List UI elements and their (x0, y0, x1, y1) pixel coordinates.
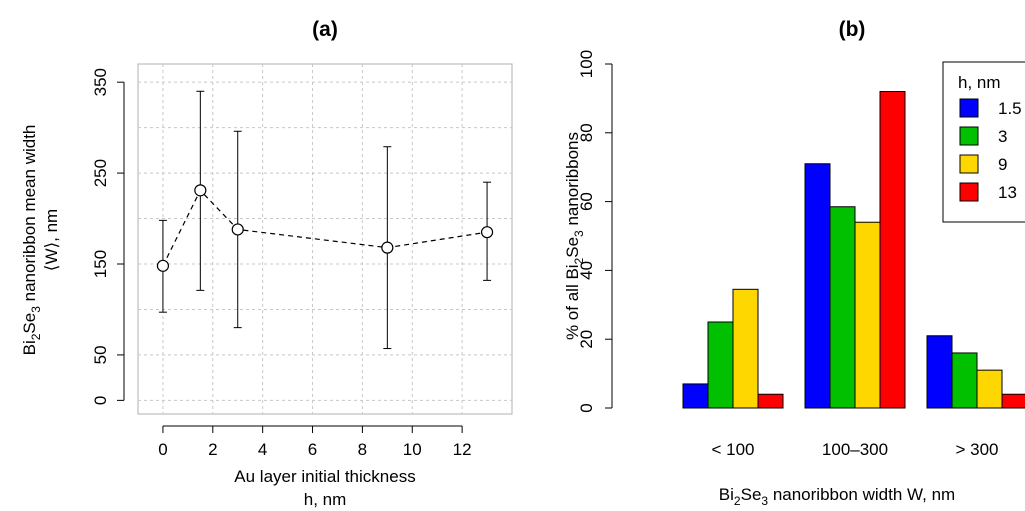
legend-entry: 9 (998, 155, 1007, 174)
bar (1001, 393, 1025, 409)
x-tick-label: 0 (158, 440, 167, 459)
panel-a-y-ticks: 0 50 150 250 350 (91, 68, 124, 405)
category-label: 100–300 (822, 440, 888, 459)
panel-b-y-label-sub2: 3 (572, 230, 586, 237)
x-tick-label: 2 (208, 440, 217, 459)
panel-a-y-label-sub2: 3 (29, 306, 43, 313)
y-tick-label: 60 (577, 192, 596, 211)
panel-b-x-label-mid: Se (741, 485, 762, 504)
panel-a-x-ticks: 0 2 4 6 8 10 12 (158, 426, 472, 459)
bar (829, 206, 856, 409)
legend-entry: 3 (998, 127, 1007, 146)
panel-a-y-label-line1: Bi2Se3 nanoribbon mean width (20, 125, 43, 356)
mean-width-line (162, 189, 488, 267)
y-tick-label: 150 (91, 250, 110, 278)
panel-b-x-label-pre: Bi (719, 485, 734, 504)
panel-a-y-label-pre: Bi (20, 340, 39, 355)
panel-b-y-label-post: nanoribbons (563, 132, 582, 230)
bar (951, 352, 978, 409)
data-point (381, 241, 394, 254)
panel-b-x-label-sub1: 2 (734, 494, 741, 508)
panel-b-y-label-pre: % of all Bi (563, 264, 582, 340)
y-tick-label: 20 (577, 330, 596, 349)
panel-a-y-label: Bi2Se3 nanoribbon mean width ⟨W⟩, nm (20, 125, 61, 356)
y-tick-label: 100 (577, 50, 596, 78)
bar (682, 383, 709, 409)
category-label: < 100 (711, 440, 754, 459)
data-point (194, 184, 207, 197)
panel-b-y-label-text: % of all Bi2Se3 nanoribbons (563, 132, 586, 340)
x-tick-label: 10 (403, 440, 422, 459)
x-tick-label: 12 (453, 440, 472, 459)
panel-a-x-label-line2: h, nm (304, 490, 347, 509)
panel-a-title: (a) (312, 18, 338, 41)
y-tick-label: 250 (91, 159, 110, 187)
panel-b-y-ticks: 0 20 40 60 80 100 (577, 50, 612, 413)
panel-b-y-label-mid: Se (563, 237, 582, 258)
legend-box (942, 61, 1025, 223)
data-point (231, 223, 244, 236)
panel-b-y-label: % of all Bi2Se3 nanoribbons (563, 132, 586, 340)
panel-b-x-label-post: nanoribbon width W, nm (768, 485, 955, 504)
panel-a-grid (138, 64, 512, 414)
panel-b-x-label: Bi2Se3 nanoribbon width W, nm (719, 485, 955, 508)
legend-title: h, nm (958, 73, 1001, 92)
bar (804, 163, 831, 409)
panel-a-y-label-sub1: 2 (29, 333, 43, 340)
x-tick-label: 4 (258, 440, 267, 459)
panel-a-mean-width-chart: (a) 0 2 4 6 8 10 12 0 50 150 250 350 Au layer init… (20, 18, 513, 509)
panel-a-plot-frame (137, 63, 513, 415)
legend-entry: 1.5 (998, 99, 1022, 118)
panel-a-x-label-line1: Au layer initial thickness (234, 467, 415, 486)
legend: h, nm 1.5 3 9 13 (942, 61, 1025, 223)
category-label: > 300 (955, 440, 998, 459)
panel-b-title: (b) (839, 18, 866, 41)
y-tick-label: 40 (577, 261, 596, 280)
legend-swatch (959, 126, 979, 146)
bar (854, 221, 881, 409)
y-tick-label: 50 (91, 345, 110, 364)
bar (879, 91, 906, 409)
bar (926, 335, 953, 409)
legend-swatch (959, 182, 979, 202)
bar (757, 393, 784, 409)
panel-b-width-distribution-chart: (b) 0 20 40 60 80 100 < 100 100–300 > 300 h, nm… (563, 18, 1025, 508)
panel-b-y-label-sub1: 2 (572, 257, 586, 264)
x-tick-label: 8 (358, 440, 367, 459)
data-point (480, 226, 494, 239)
panel-a-y-label-post: nanoribbon mean width (20, 125, 39, 306)
y-tick-label: 0 (577, 403, 596, 412)
data-point (156, 259, 170, 272)
bar (732, 288, 759, 409)
bar (976, 369, 1003, 409)
legend-entry: 13 (998, 183, 1017, 202)
legend-swatch (959, 98, 979, 118)
panel-a-y-label-mid: Se (20, 313, 39, 334)
panel-b-category-labels: < 100 100–300 > 300 (711, 440, 998, 459)
panel-a-y-label-line2: ⟨W⟩, nm (42, 209, 61, 271)
legend-items: 1.5 3 9 13 (959, 98, 1022, 202)
panel-b-bars (682, 91, 1025, 409)
x-tick-label: 6 (308, 440, 317, 459)
y-tick-label: 0 (91, 396, 110, 405)
y-tick-label: 350 (91, 68, 110, 96)
legend-swatch (959, 154, 979, 174)
panel-a-series (156, 90, 494, 350)
panel-a-axes (123, 82, 463, 427)
y-tick-label: 80 (577, 123, 596, 142)
panel-b-x-label-sub2: 3 (761, 494, 768, 508)
bar (707, 321, 734, 409)
